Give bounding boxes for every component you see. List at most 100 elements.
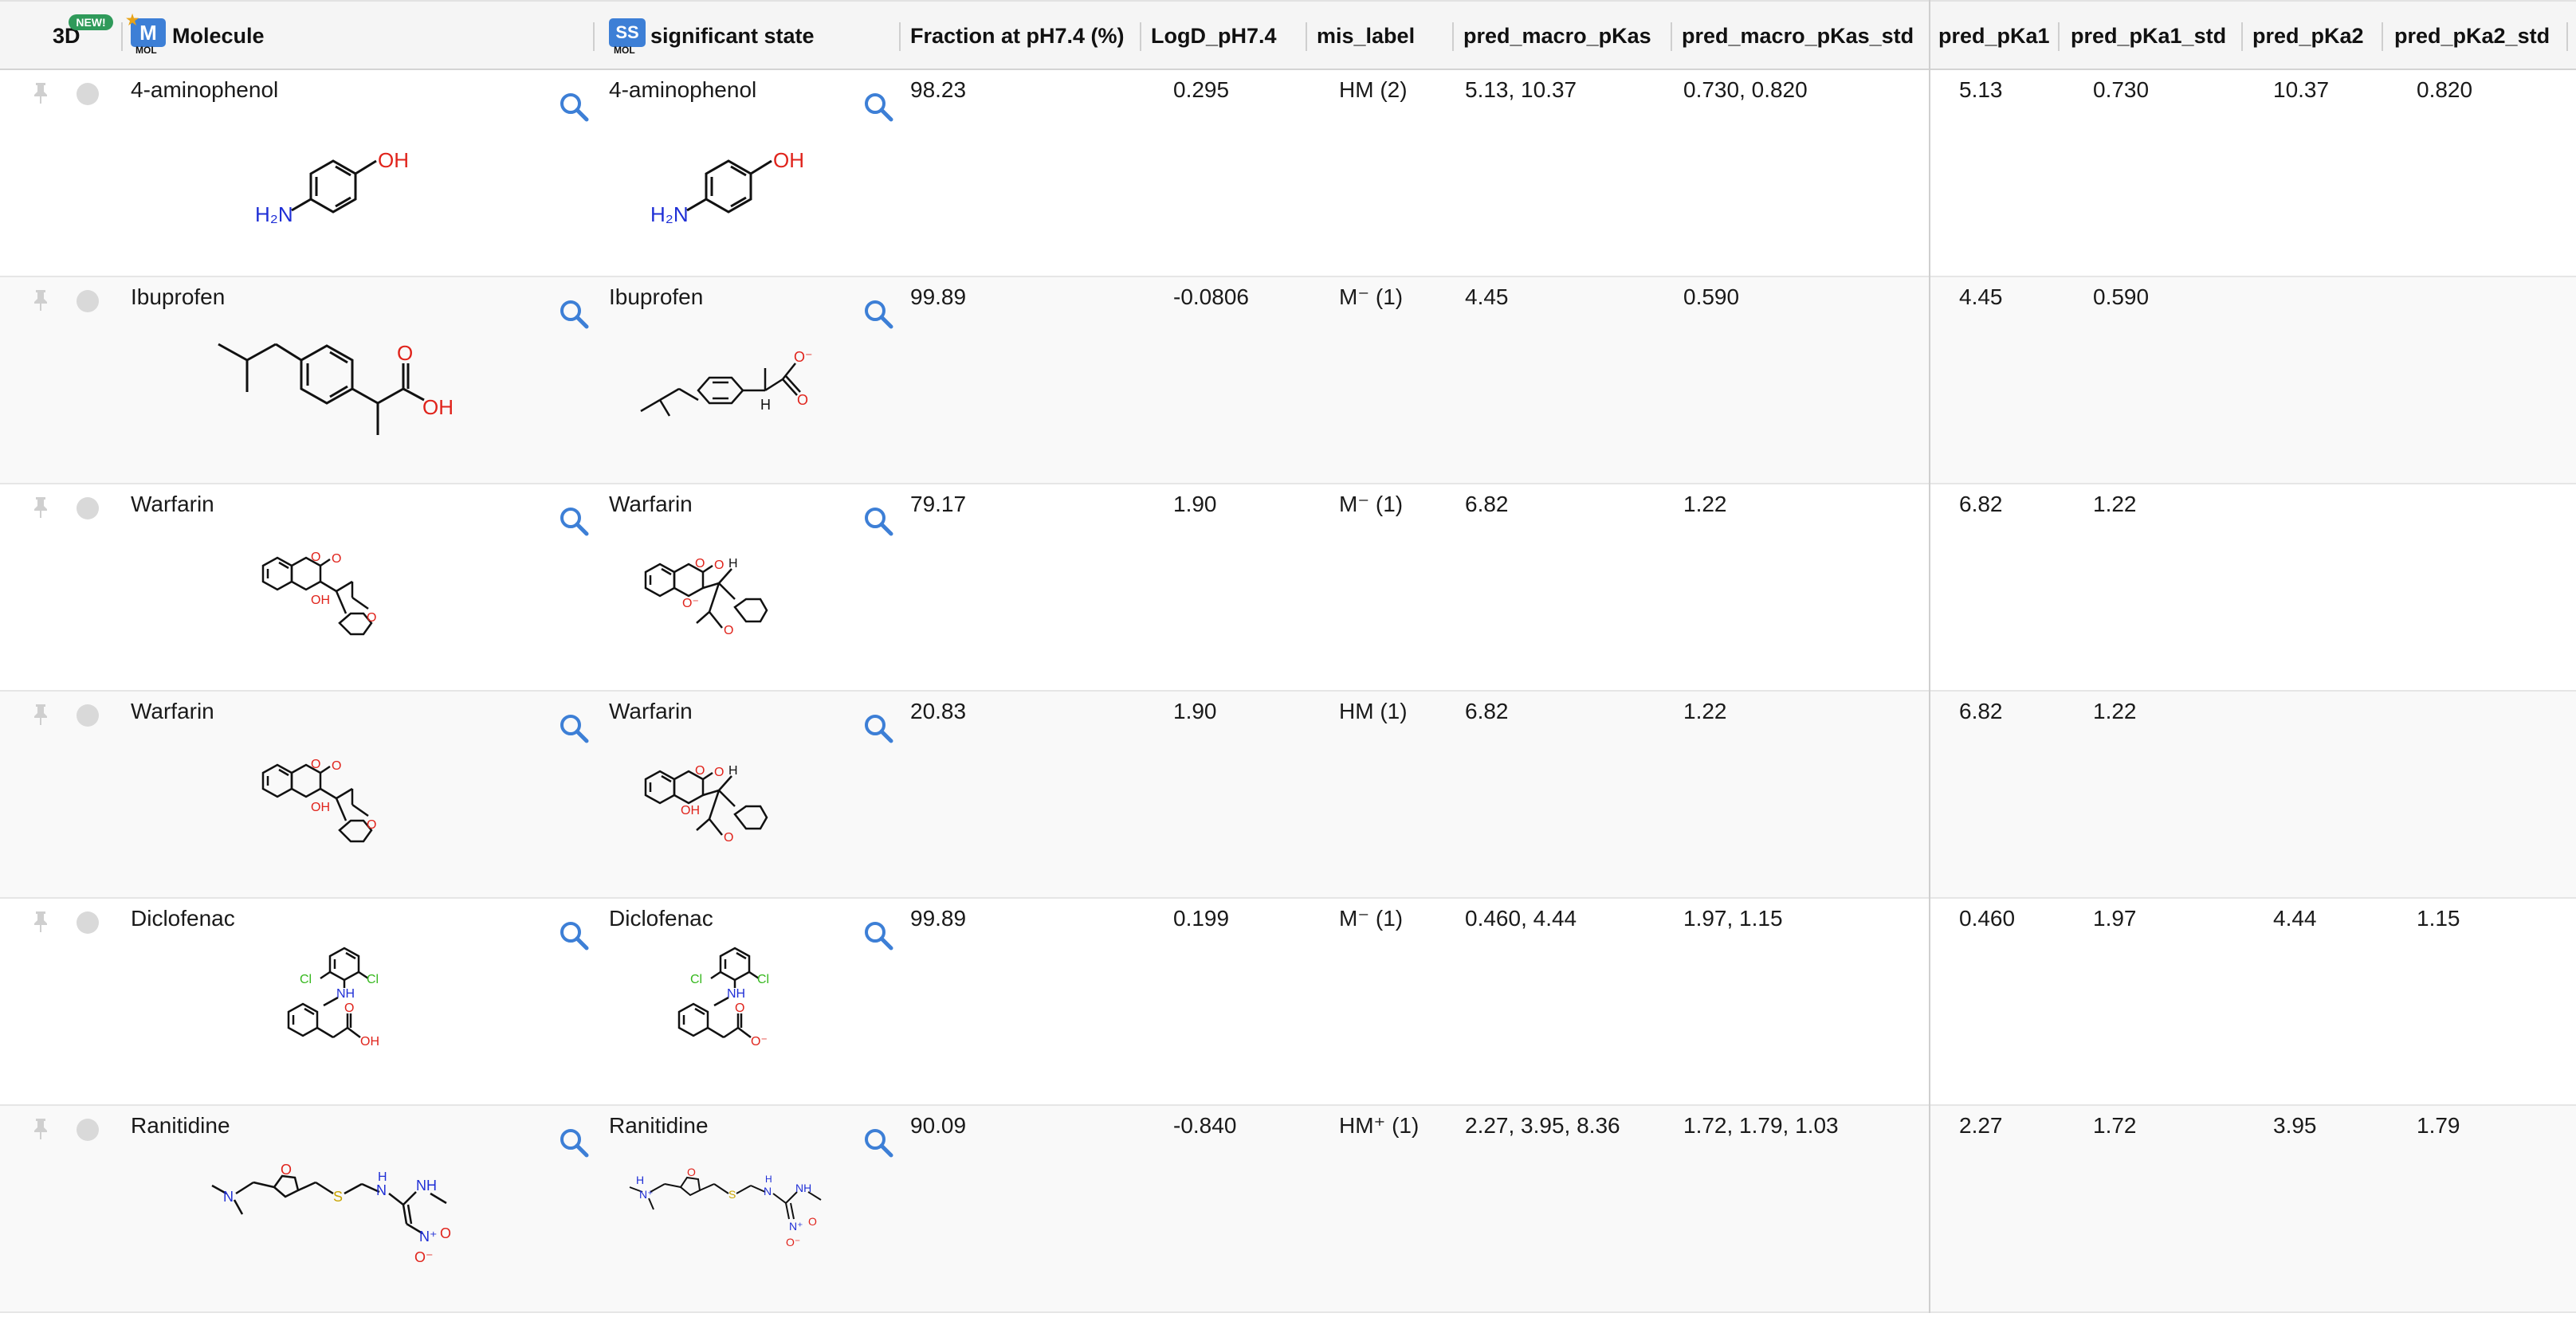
table-row[interactable]: Diclofenac Cl Cl NH O OH (0, 899, 2576, 1106)
pred-pka1-value: 4.45 (1959, 284, 2003, 309)
magnifier-icon[interactable] (558, 298, 590, 330)
magnifier-icon[interactable] (862, 91, 894, 123)
header-3d[interactable]: 3D (53, 2, 80, 70)
pin-icon[interactable] (30, 288, 51, 312)
header-molecule[interactable]: M MOL ★ Molecule (126, 2, 265, 70)
header-molecule-label: Molecule (172, 23, 265, 48)
fraction-value: 79.17 (910, 492, 967, 516)
magnifier-icon[interactable] (558, 712, 590, 744)
atom-label: O (332, 759, 341, 773)
pred-pka1-std-value: 0.590 (2093, 284, 2150, 309)
header-pred-pka2[interactable]: pred_pKa2 (2252, 2, 2364, 70)
atom-label: Cl (690, 973, 702, 986)
row-select-dot[interactable] (77, 290, 99, 312)
row-select-dot[interactable] (77, 911, 99, 934)
ss-name: Warfarin (609, 492, 693, 516)
new-badge: NEW! (69, 14, 113, 30)
header-pred-pka1[interactable]: pred_pKa1 (1938, 2, 2050, 70)
atom-label: NH (727, 987, 745, 1001)
mis-label-value: HM⁺ (1) (1339, 1113, 1420, 1138)
magnifier-icon[interactable] (558, 919, 590, 951)
pin-icon[interactable] (30, 496, 51, 519)
mis-label-value: HM (2) (1339, 77, 1408, 102)
table-row[interactable]: Ranitidine N O S N H (0, 1106, 2576, 1313)
header-separator[interactable] (1671, 22, 1672, 51)
molecule-name: Ibuprofen (131, 284, 226, 309)
ss-name: Ranitidine (609, 1113, 709, 1138)
header-pred-macro-pkas-std[interactable]: pred_macro_pKas_std (1682, 2, 1914, 70)
atom-label: H (765, 1174, 772, 1185)
header-mis-label[interactable]: mis_label (1317, 2, 1415, 70)
row-select-dot[interactable] (77, 83, 99, 105)
header-pred-pka2-std[interactable]: pred_pKa2_std (2394, 2, 2550, 70)
atom-label: OH (681, 804, 700, 817)
header-mis-label-text: mis_label (1317, 23, 1416, 48)
pred-pka1-value: 2.27 (1959, 1113, 2003, 1138)
header-logd[interactable]: LogD_pH7.4 (1151, 2, 1277, 70)
atom-label: O⁻ (751, 1035, 768, 1049)
logd-value: 1.90 (1173, 699, 1217, 723)
ss-name: 4-aminophenol (609, 77, 757, 102)
row-select-dot[interactable] (77, 704, 99, 727)
row-select-dot[interactable] (77, 1119, 99, 1141)
pred-macro-pkas-std-value: 1.97, 1.15 (1683, 906, 1783, 931)
atom-label: O (695, 764, 705, 778)
table-row[interactable]: Warfarin O O O OH Warfarin (0, 692, 2576, 899)
header-separator[interactable] (1306, 22, 1307, 51)
header-significant-state[interactable]: SS MOL significant state (609, 2, 815, 70)
header-fraction[interactable]: Fraction at pH7.4 (%) (910, 2, 1125, 70)
molecule-column-icon: M MOL ★ (126, 12, 166, 56)
header-separator[interactable] (2241, 22, 2243, 51)
molecule-name: Ranitidine (131, 1113, 230, 1138)
header-separator[interactable] (1140, 22, 1141, 51)
pred-pka1-value: 6.82 (1959, 699, 2003, 723)
header-separator[interactable] (2058, 22, 2060, 51)
atom-label: O (344, 1002, 354, 1015)
magnifier-icon[interactable] (862, 1127, 894, 1158)
header-separator[interactable] (2566, 22, 2568, 51)
table-row[interactable]: Ibuprofen O OH Ibuprofen (0, 277, 2576, 484)
magnifier-icon[interactable] (862, 298, 894, 330)
logd-value: -0.840 (1173, 1113, 1237, 1138)
magnifier-icon[interactable] (558, 505, 590, 537)
mis-label-value: M⁻ (1) (1339, 492, 1404, 516)
header-separator[interactable] (899, 22, 901, 51)
table-row[interactable]: Warfarin O O O OH Warfarin (0, 484, 2576, 692)
atom-label: H (378, 1170, 387, 1184)
header-ss-label: significant state (650, 23, 815, 48)
pred-pka2-std-value: 0.820 (2417, 77, 2473, 102)
atom-label: S (728, 1188, 736, 1201)
column-group-divider (1929, 0, 1930, 1313)
molecule-name: Diclofenac (131, 906, 235, 931)
atom-label: O (714, 766, 724, 779)
row-select-dot[interactable] (77, 497, 99, 519)
header-separator[interactable] (1452, 22, 1454, 51)
header-pred-macro-pkas[interactable]: pred_macro_pKas (1463, 2, 1651, 70)
pin-icon[interactable] (30, 81, 51, 105)
atom-label: O (724, 624, 733, 637)
magnifier-icon[interactable] (862, 919, 894, 951)
pin-icon[interactable] (30, 1117, 51, 1141)
pin-icon[interactable] (30, 910, 51, 934)
header-separator[interactable] (121, 22, 123, 51)
header-separator[interactable] (2382, 22, 2383, 51)
pin-icon[interactable] (30, 703, 51, 727)
ss-icon-sub: MOL (614, 45, 635, 56)
header-pred-pka1-std[interactable]: pred_pKa1_std (2071, 2, 2226, 70)
atom-label: Cl (757, 973, 769, 986)
magnifier-icon[interactable] (558, 91, 590, 123)
magnifier-icon[interactable] (558, 1127, 590, 1158)
pred-pka1-value: 5.13 (1959, 77, 2003, 102)
fraction-value: 99.89 (910, 284, 967, 309)
ss-structure: H N⁺ O S N H NH N⁺ O O⁻ (629, 1166, 822, 1248)
fraction-value: 99.89 (910, 906, 967, 931)
magnifier-icon[interactable] (862, 712, 894, 744)
fraction-value: 98.23 (910, 77, 967, 102)
pred-pka2-std-value: 1.79 (2417, 1113, 2460, 1138)
fraction-value: 20.83 (910, 699, 967, 723)
pred-pka2-value: 10.37 (2273, 77, 2330, 102)
atom-label: O (440, 1225, 451, 1241)
magnifier-icon[interactable] (862, 505, 894, 537)
header-separator[interactable] (593, 22, 595, 51)
table-row[interactable]: 4-aminophenol OH H₂N 4-aminophenol (0, 70, 2576, 277)
